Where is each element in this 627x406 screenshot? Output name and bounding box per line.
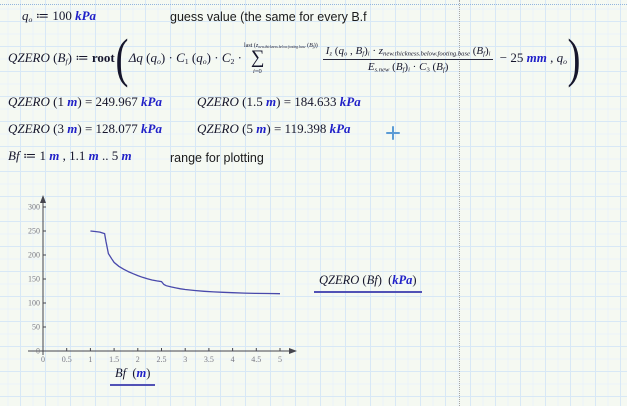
summation-block: last (znew.thickness.below.footing.base … xyxy=(244,43,318,74)
equation-lhs: QZERO (Bf) ≔ root xyxy=(8,50,115,67)
x-tick-label: 5 xyxy=(278,355,282,364)
sum-lower-limit: i=0 xyxy=(253,67,262,75)
plot-y-axis-label[interactable]: QZERO (Bf) (kPa) xyxy=(314,273,422,293)
x-tick-label: 1 xyxy=(88,355,92,364)
guess-comment-text[interactable]: guess value (the same for every B.f xyxy=(170,10,367,24)
x-tick-label: 1.5 xyxy=(109,355,119,364)
plot-x-axis-label[interactable]: Bf (m) xyxy=(110,366,156,386)
result-qzero-5m[interactable]: QZERO (5 m) = 119.398 kPa xyxy=(197,121,351,136)
y-axis-arrow-icon xyxy=(40,195,46,203)
y-tick-label: 300 xyxy=(28,203,40,212)
insertion-crosshair-icon xyxy=(386,126,400,140)
fraction-numerator: Iz (qo , Bf)i · znew.thickness.below.foo… xyxy=(322,45,494,60)
y-tick-label: 100 xyxy=(28,299,40,308)
open-paren: ( xyxy=(115,28,129,89)
fraction-denominator: Es.new (Bf)i · C3 (Bf) xyxy=(367,60,449,74)
fraction-block: Iz (qo , Bf)i · znew.thickness.below.foo… xyxy=(322,45,494,74)
x-axis-arrow-icon xyxy=(289,348,297,354)
y-tick-label: 250 xyxy=(28,227,40,236)
page-margin-line xyxy=(0,4,627,5)
close-paren: ) xyxy=(567,28,581,89)
x-tick-label: 4 xyxy=(231,355,235,364)
range-definition-region[interactable]: Bf ≔ 1 m , 1.1 m .. 5 m xyxy=(8,148,132,163)
y-tick-label: 150 xyxy=(28,275,40,284)
qo-definition-region[interactable]: qo ≔ 100 kPa xyxy=(22,8,97,24)
y-tick-label: 200 xyxy=(28,251,40,260)
x-tick-label: 2 xyxy=(136,355,140,364)
result-qzero-3m[interactable]: QZERO (3 m) = 128.077 kPa xyxy=(8,121,162,136)
x-tick-label: 0.5 xyxy=(62,355,72,364)
result-qzero-1p5m[interactable]: QZERO (1.5 m) = 184.633 kPa xyxy=(197,94,361,109)
sigma-symbol: ∑ xyxy=(251,47,265,69)
x-tick-label: 3.5 xyxy=(204,355,214,364)
equation-preterms: Δq (qo) · C1 (qo) · C2 · xyxy=(128,50,243,67)
y-tick-label: 0 xyxy=(36,347,40,356)
x-tick-label: 2.5 xyxy=(157,355,167,364)
sum-upper-limit: last (znew.thickness.below.footing.base … xyxy=(244,43,318,50)
result-qzero-1m[interactable]: QZERO (1 m) = 249.967 kPa xyxy=(8,94,162,109)
page-break-line xyxy=(459,0,460,406)
equation-tail: − 25 mm , qo xyxy=(496,50,567,67)
y-tick-label: 50 xyxy=(32,323,40,332)
x-tick-label: 3 xyxy=(183,355,187,364)
qzero-equation-region[interactable]: QZERO (Bf) ≔ root ( Δq (qo) · C1 (qo) · … xyxy=(8,30,581,88)
x-tick-label: 4.5 xyxy=(251,355,261,364)
x-tick-label: 0 xyxy=(41,355,45,364)
range-comment-text[interactable]: range for plotting xyxy=(170,151,264,165)
qzero-curve xyxy=(90,230,281,295)
